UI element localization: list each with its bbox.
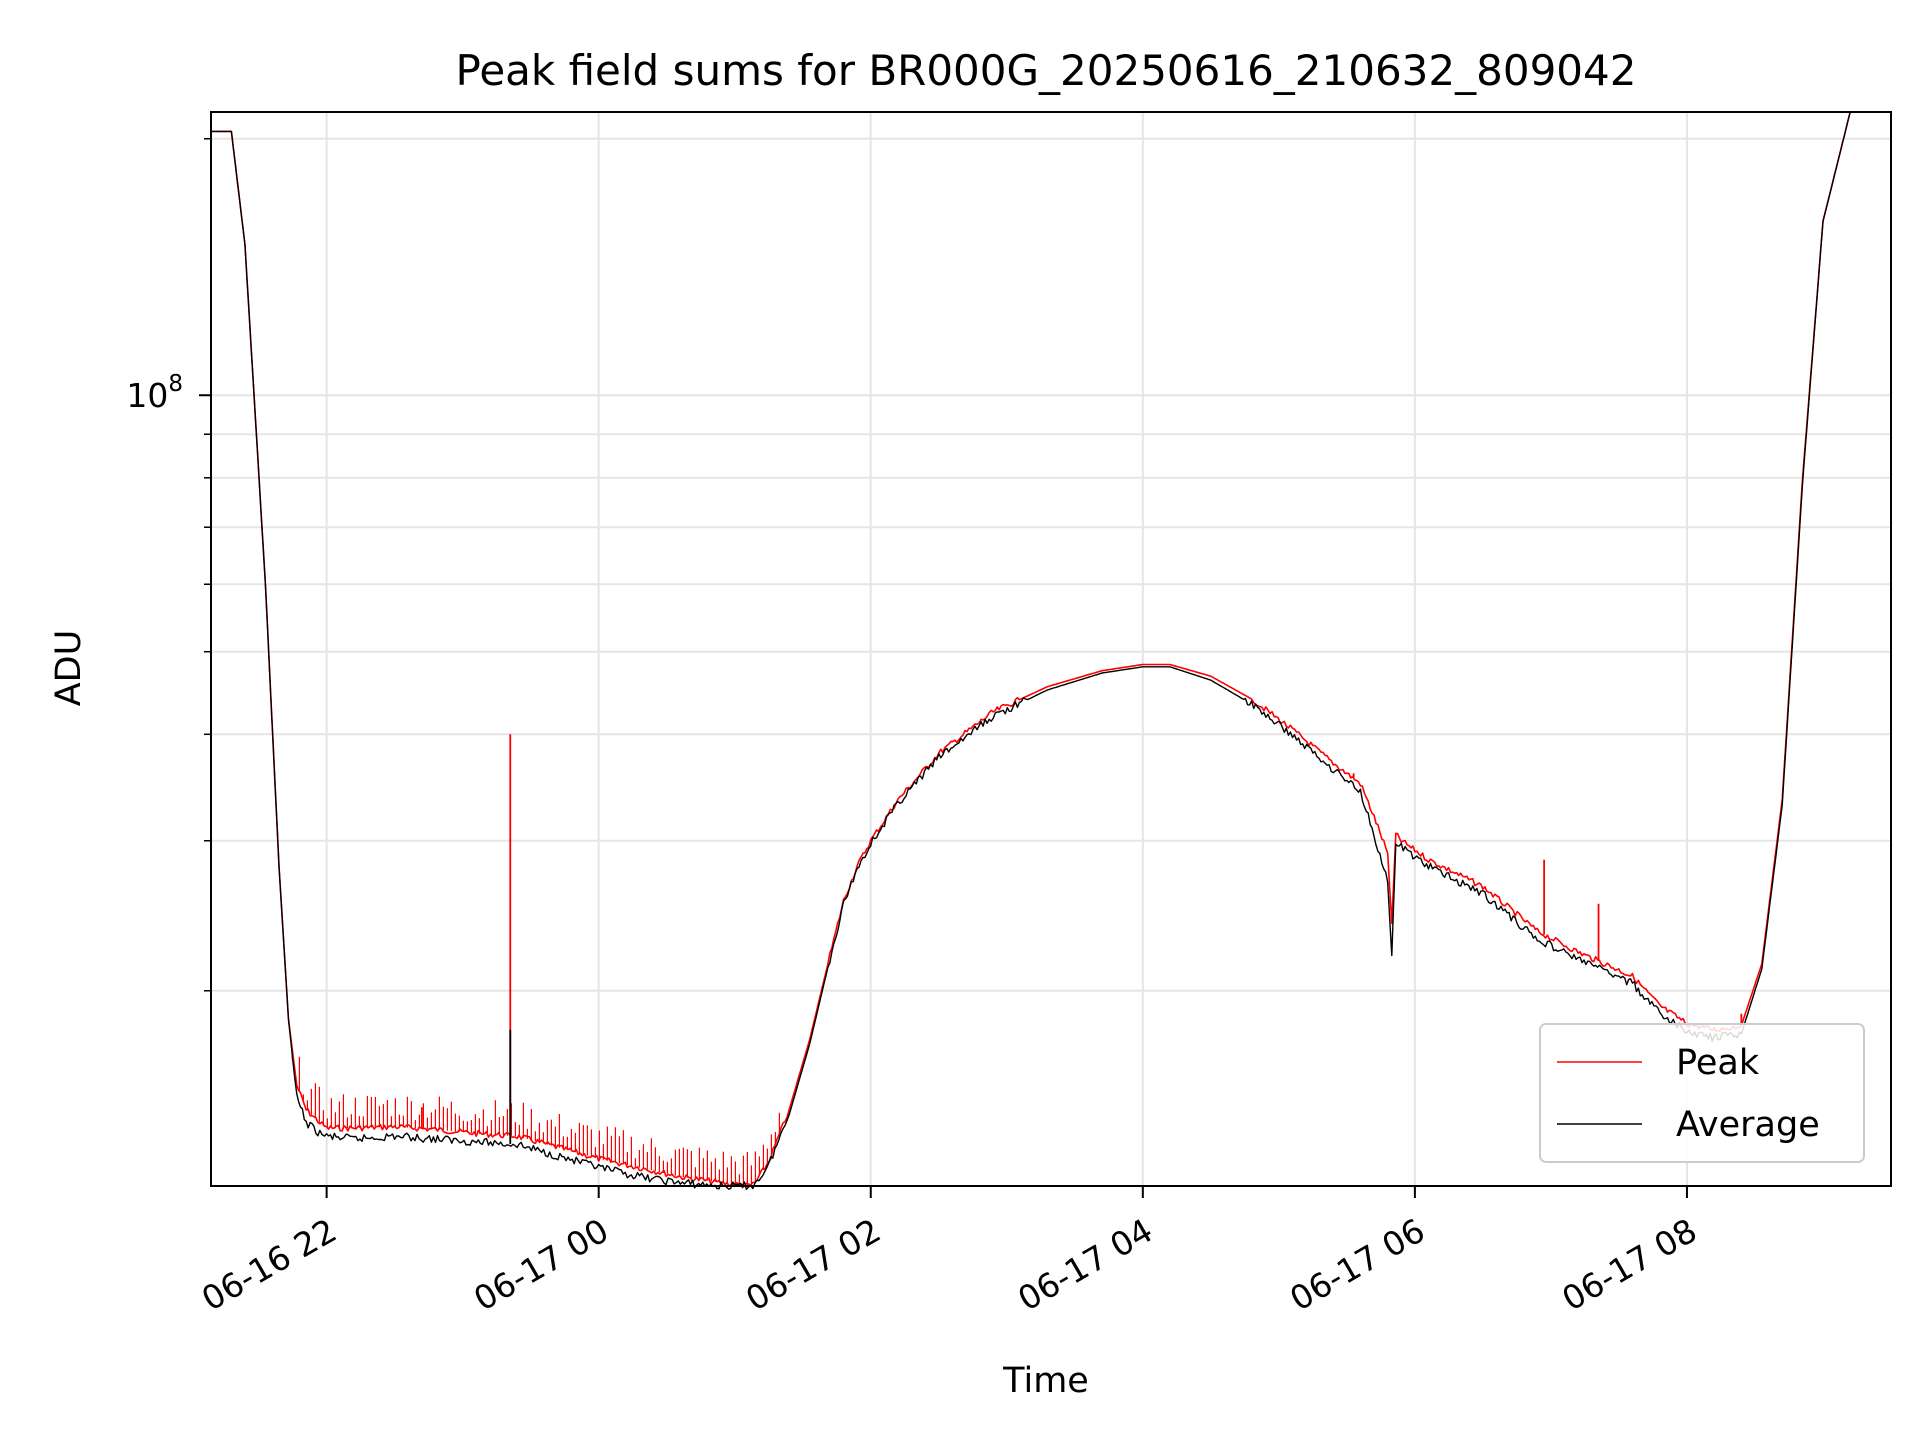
- legend: Peak Average: [1539, 1023, 1865, 1163]
- chart-title: Peak field sums for BR000G_20250616_2106…: [456, 46, 1637, 95]
- y-tick-label: 108: [126, 371, 183, 415]
- peak-noise-spikes: [298, 1056, 780, 1186]
- y-axis-label: ADU: [49, 630, 89, 707]
- plot-frame: [210, 111, 1892, 1187]
- legend-label-average: Average: [1676, 1105, 1820, 1145]
- legend-label-peak: Peak: [1676, 1043, 1760, 1083]
- legend-box: [1539, 1023, 1865, 1163]
- x-axis-label: Time: [1002, 1361, 1089, 1401]
- series-line-average: [211, 111, 1891, 1190]
- series-group: [211, 111, 1891, 1190]
- series-line-peak: [211, 111, 1891, 1189]
- grid-lines: [211, 112, 1891, 1186]
